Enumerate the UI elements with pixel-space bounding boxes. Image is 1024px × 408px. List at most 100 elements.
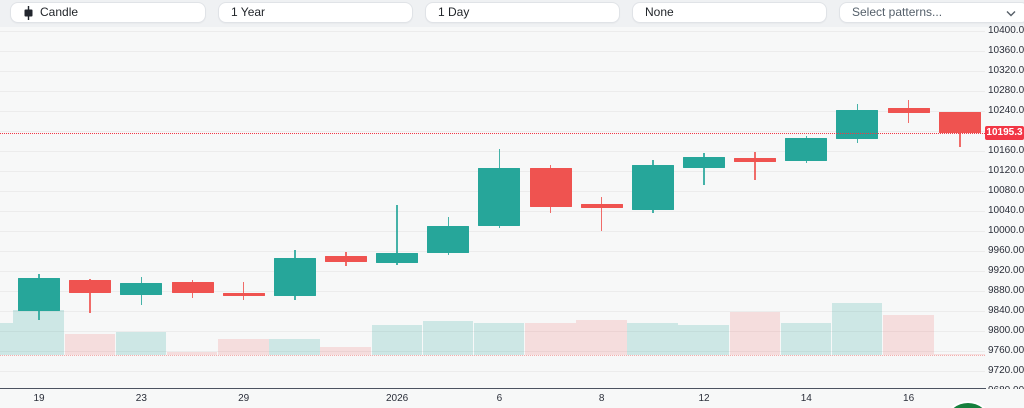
candle (938, 112, 981, 134)
price-tick-label: 10400.0 (988, 25, 1024, 36)
candlestick-icon (23, 5, 34, 20)
time-tick-label: 2026 (385, 393, 409, 404)
candle (683, 157, 725, 168)
interval-label: 1 Day (438, 5, 470, 19)
price-tick-label: 9960.00 (988, 245, 1024, 256)
time-tick-label: 19 (33, 393, 45, 404)
candle (222, 293, 265, 296)
gridline (0, 31, 985, 32)
candle (273, 258, 316, 296)
volume-bar (64, 333, 116, 355)
price-tick-label: 10240.0 (988, 105, 1024, 116)
volume-bar (627, 322, 678, 355)
price-tick-label: 9880.00 (988, 285, 1024, 296)
volume-bar (422, 320, 474, 355)
volume-bar (729, 311, 781, 355)
price-axis[interactable]: 10400.0 10360.0 10320.0 10280.0 10240.0 10160… (985, 25, 1024, 396)
candle (580, 204, 623, 208)
candle (69, 280, 112, 293)
patterns-placeholder: Select patterns... (852, 5, 943, 19)
candle (734, 158, 777, 162)
candle (324, 256, 367, 262)
volume-bar (524, 322, 576, 355)
current-price-tag: 10195.3 (985, 126, 1024, 141)
price-tick-label: 10160.0 (988, 145, 1024, 156)
candle-wick (703, 153, 705, 185)
time-axis-separator (0, 388, 986, 389)
indicator-select[interactable]: None (632, 2, 827, 23)
candle (785, 138, 828, 161)
candle (836, 110, 879, 139)
volume-bar (831, 302, 883, 355)
candle (18, 278, 61, 311)
indicator-label: None (645, 5, 674, 19)
volume-bar (934, 353, 985, 355)
volume-bar (678, 324, 729, 355)
volume-bar (473, 322, 525, 355)
gridline (0, 151, 985, 152)
candle (529, 168, 572, 207)
chart-type-label: Candle (40, 5, 79, 19)
current-price-line (0, 133, 985, 135)
gridline (0, 311, 985, 312)
time-tick-label: 29 (238, 393, 250, 404)
candle-wick (754, 152, 756, 180)
time-tick-label: 14 (800, 393, 812, 404)
chart-type-select[interactable]: Candle (10, 2, 206, 23)
gridline (0, 271, 985, 272)
candle (171, 282, 214, 293)
candle-wick (396, 205, 398, 265)
price-tick-label: 9840.00 (988, 305, 1024, 316)
patterns-select[interactable]: Select patterns... (839, 2, 1024, 23)
volume-bar (576, 319, 627, 355)
price-tick-label: 9800.00 (988, 325, 1024, 336)
price-tick-label: 10360.0 (988, 45, 1024, 56)
candle-wick (242, 282, 245, 300)
chart-plot-area[interactable] (0, 27, 985, 388)
candle-wick (89, 279, 91, 313)
gridline (0, 71, 985, 72)
candle-wick (600, 197, 603, 231)
volume-bar (166, 351, 218, 355)
price-tick-label: 10080.0 (988, 185, 1024, 196)
candle (427, 226, 470, 253)
volume-bar (371, 324, 423, 355)
volume-bar (780, 322, 832, 355)
candle (120, 283, 163, 295)
price-tick-label: 9920.00 (988, 265, 1024, 276)
time-tick-label: 8 (598, 393, 605, 404)
price-tick-label: 9760.00 (988, 345, 1024, 356)
gridline (0, 131, 985, 132)
gridline (0, 351, 985, 352)
gridline (0, 111, 985, 112)
price-tick-label: 10040.0 (988, 205, 1024, 216)
gridline (0, 91, 985, 92)
time-tick-label: 23 (135, 393, 147, 404)
price-tick-label: 9720.00 (988, 365, 1024, 376)
gridline (0, 251, 985, 252)
volume-bar (218, 338, 269, 355)
chevron-down-icon (1006, 10, 1016, 17)
price-tick-label: 10120.0 (988, 165, 1024, 176)
gridline (0, 51, 985, 52)
candle (376, 253, 419, 263)
volume-bar (0, 322, 13, 355)
candle (631, 165, 674, 210)
gridline (0, 231, 985, 232)
volume-baseline (0, 354, 985, 356)
chart-toolbar: Candle 1 Year 1 Day None Select patterns… (0, 0, 1024, 27)
range-label: 1 Year (231, 5, 266, 19)
time-tick-label: 6 (496, 393, 503, 404)
gridline (0, 331, 985, 332)
volume-bar (883, 314, 934, 355)
volume-bar (115, 331, 167, 355)
price-tick-label: 10280.0 (988, 85, 1024, 96)
candle (887, 108, 930, 113)
range-select[interactable]: 1 Year (218, 2, 413, 23)
time-axis[interactable]: 19 23 29 2026 6 8 12 14 16 (0, 389, 1024, 408)
volume-bar (269, 338, 320, 355)
volume-bar (320, 346, 371, 355)
interval-select[interactable]: 1 Day (425, 2, 620, 23)
time-tick-label: 16 (903, 393, 915, 404)
